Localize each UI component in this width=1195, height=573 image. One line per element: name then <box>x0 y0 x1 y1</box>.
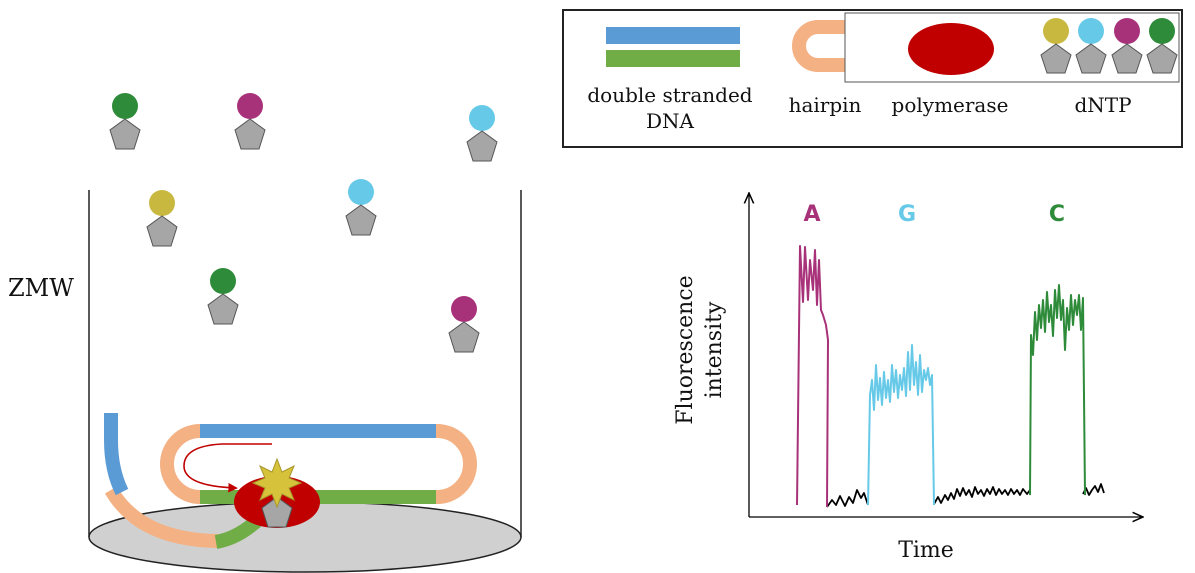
free-nucleotides <box>109 93 498 353</box>
template-left-hairpin <box>160 424 202 504</box>
legend-blue-strand <box>606 27 740 44</box>
legend-dntp-green-icon <box>1146 18 1178 74</box>
baseline-trace <box>826 489 869 508</box>
legend-green-strand <box>606 50 740 67</box>
template-right-hairpin <box>435 424 477 504</box>
legend-polymerase-icon <box>908 23 994 75</box>
legend-hairpin-icon <box>792 20 845 72</box>
template-tail-hairpin <box>104 486 219 548</box>
nucleotide-yellow <box>146 190 178 247</box>
baseline-trace <box>1082 483 1105 496</box>
peak-label-c: C <box>1049 202 1065 227</box>
y-axis-label-1: Fluorescence <box>673 275 698 424</box>
zmw-well: ZMW <box>8 190 522 573</box>
incorporating-nucleotide <box>261 496 293 528</box>
synthesis-direction-arrow <box>183 443 272 493</box>
nucleotide-green <box>109 93 141 150</box>
smrtbell-template <box>104 413 477 549</box>
peak-label-a: A <box>803 202 820 227</box>
legend-dna-label-1: double stranded <box>587 83 752 107</box>
fluorescence-flash <box>251 457 303 509</box>
peak-trace-a <box>796 245 829 508</box>
x-axis-label: Time <box>898 538 954 563</box>
nucleotide-magenta <box>234 93 266 150</box>
nucleotide-cyan <box>345 179 377 236</box>
template-tail-blue <box>104 413 129 496</box>
nucleotide-magenta <box>448 296 480 353</box>
fluorescence-plot: Fluorescence intensity Time A G C <box>673 193 1143 563</box>
peak-label-g: G <box>898 202 916 227</box>
template-blue-strand <box>200 424 436 438</box>
legend-dna-label-2: DNA <box>646 109 695 133</box>
peak-trace-c <box>1029 284 1086 496</box>
zmw-label: ZMW <box>8 274 74 302</box>
nucleotide-green <box>207 268 239 325</box>
nucleotide-cyan <box>466 105 498 162</box>
legend-dntp-label: dNTP <box>1074 93 1131 117</box>
legend-polymerase-label: polymerase <box>892 93 1009 117</box>
legend-dntp-yellow-icon <box>1040 18 1072 74</box>
peak-trace-g <box>867 344 935 506</box>
baseline-trace <box>933 486 1031 505</box>
legend: double stranded DNA hairpin polymerase d… <box>562 9 1183 148</box>
legend-dntp-magenta-icon <box>1111 18 1143 74</box>
y-axis-label-2: intensity <box>702 301 727 398</box>
legend-hairpin-label: hairpin <box>789 93 862 117</box>
legend-dntp-cyan-icon <box>1075 18 1107 74</box>
